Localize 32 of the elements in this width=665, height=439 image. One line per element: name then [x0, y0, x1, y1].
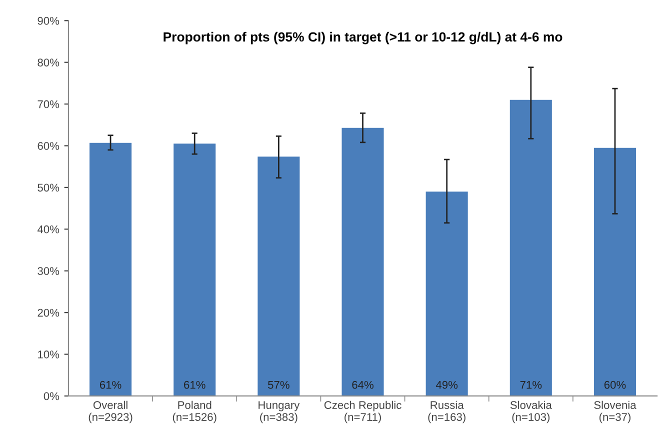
y-tick-label: 40%	[37, 225, 60, 234]
x-tick-label: Poland (n=1526)	[172, 400, 216, 424]
x-tick-label: Overall (n=2923)	[88, 400, 132, 424]
x-tick-label: Slovenia (n=37)	[594, 400, 636, 424]
data-label: 64%	[352, 380, 374, 389]
data-label: 49%	[436, 380, 458, 389]
y-tick-label: 10%	[38, 350, 60, 358]
y-tick-label: 70%	[38, 100, 60, 108]
data-label: 71%	[520, 380, 542, 389]
x-tick-label: Russia (n=163)	[428, 400, 466, 424]
text: Proportion of pts (95% CI) in target (>11 or 10-12 g/dL) at 4-6 mo	[164, 32, 562, 44]
y-tick-label: 80%	[38, 58, 60, 66]
bar	[426, 192, 468, 396]
x-tick-label: Slovakia (n=103)	[510, 400, 552, 424]
x-tick-label: Hungary (n=383)	[258, 401, 300, 424]
bar	[510, 100, 552, 396]
x-tick-label: Czech Republic (n=711)	[324, 400, 402, 424]
y-tick-label: 60%	[38, 142, 60, 150]
bar	[174, 144, 216, 396]
y-tick-label: 30%	[38, 267, 60, 275]
bar	[594, 148, 636, 396]
y-tick-label: 90%	[38, 16, 60, 25]
y-tick-label: 0%	[44, 392, 60, 400]
y-tick-label: 20%	[38, 308, 60, 317]
data-label: 57%	[268, 380, 290, 389]
bar	[342, 128, 384, 396]
data-label: 61%	[100, 380, 122, 389]
data-label: 60%	[604, 380, 626, 389]
y-tick-label: 50%	[38, 184, 60, 192]
bar	[258, 156, 300, 396]
data-label: 61%	[184, 380, 206, 389]
bar	[90, 142, 132, 396]
